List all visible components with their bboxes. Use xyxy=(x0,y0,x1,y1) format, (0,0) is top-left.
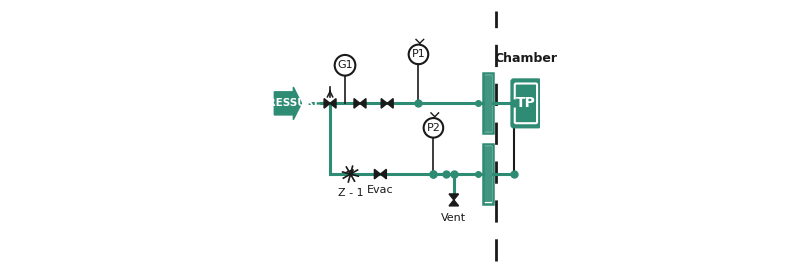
Polygon shape xyxy=(374,169,380,179)
Polygon shape xyxy=(360,98,366,108)
FancyBboxPatch shape xyxy=(515,84,537,123)
Text: Vent: Vent xyxy=(441,213,466,223)
Text: PRESSURE: PRESSURE xyxy=(260,98,321,108)
Polygon shape xyxy=(387,98,393,108)
Text: P1: P1 xyxy=(412,50,425,59)
Polygon shape xyxy=(381,98,387,108)
Bar xyxy=(483,73,493,133)
Polygon shape xyxy=(449,200,458,206)
Text: Evac: Evac xyxy=(367,185,394,195)
Polygon shape xyxy=(449,194,458,200)
Text: Z - 1: Z - 1 xyxy=(337,188,363,198)
Polygon shape xyxy=(380,169,387,179)
Polygon shape xyxy=(354,98,360,108)
Text: TP: TP xyxy=(516,96,536,110)
Polygon shape xyxy=(324,98,330,108)
Text: P2: P2 xyxy=(426,123,441,133)
Polygon shape xyxy=(330,98,336,108)
FancyBboxPatch shape xyxy=(512,80,540,127)
Text: Chamber: Chamber xyxy=(495,52,558,65)
FancyArrow shape xyxy=(274,87,302,120)
Bar xyxy=(483,144,493,204)
Text: G1: G1 xyxy=(337,60,353,70)
